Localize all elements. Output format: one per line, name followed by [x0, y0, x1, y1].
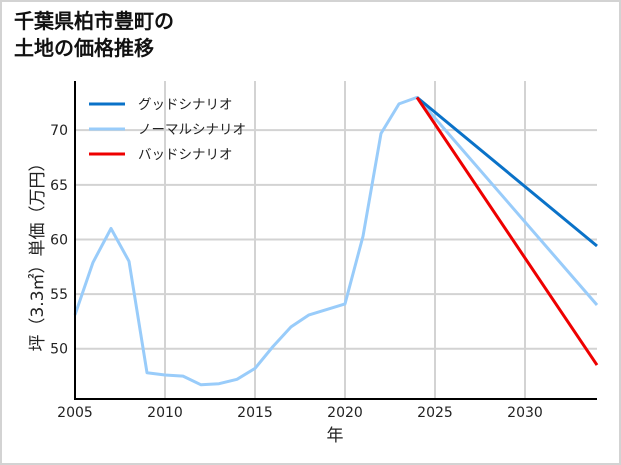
- y-tick-label: 50: [50, 342, 68, 358]
- chart-title: 千葉県柏市豊町の 土地の価格推移: [14, 8, 174, 62]
- x-tick-label: 2010: [147, 405, 183, 421]
- legend-label: ノーマルシナリオ: [138, 122, 246, 138]
- y-tick-label: 70: [50, 123, 68, 139]
- series-line: [73, 95, 599, 387]
- chart-title-line-1: 千葉県柏市豊町の: [14, 9, 174, 33]
- x-tick-label: 2005: [57, 405, 93, 421]
- x-tick-label: 2030: [507, 405, 543, 421]
- x-tick-label: 2020: [327, 405, 363, 421]
- chart-title-line-2: 土地の価格推移: [14, 36, 154, 60]
- axes: [74, 81, 597, 400]
- tick-labels: 2005 2010 2015 2020 2025 2030 50 55 60 65 70: [50, 123, 543, 421]
- x-tick-label: 2025: [417, 405, 453, 421]
- series-line: [415, 96, 599, 366]
- data-series: [73, 95, 599, 387]
- legend-label: バッドシナリオ: [138, 147, 233, 163]
- series-line: [416, 96, 598, 248]
- y-tick-label: 65: [50, 178, 68, 194]
- x-tick-label: 2015: [237, 405, 273, 421]
- y-axis-title: 坪（3.3㎡）単価（万円）: [28, 154, 48, 351]
- x-axis-title: 年: [327, 426, 344, 446]
- y-tick-label: 60: [50, 232, 68, 248]
- legend-label: グッドシナリオ: [138, 97, 233, 113]
- y-tick-label: 55: [50, 287, 68, 303]
